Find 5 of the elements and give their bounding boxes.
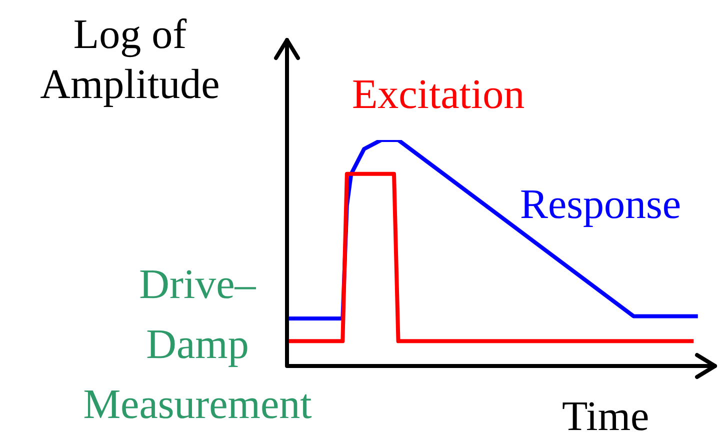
series-label: Response [520,182,681,228]
series-label: Excitation [352,72,525,118]
annotation: Drive– Damp Measurement [82,261,313,430]
y-axis-title: Log of Amplitude [39,11,221,110]
x-axis-title: Time [562,394,650,440]
